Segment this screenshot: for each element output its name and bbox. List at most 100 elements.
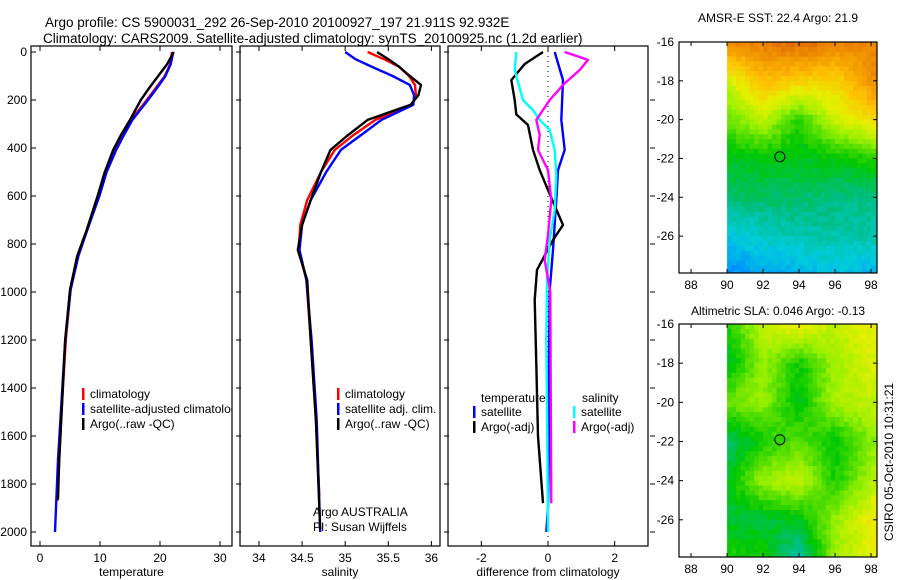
legend-label: satellite — [581, 405, 622, 419]
map-y-tick-label: -26 — [657, 513, 675, 527]
legend-swatch — [337, 418, 340, 430]
legend-label: Argo(..raw -QC) — [345, 417, 430, 431]
annotation-argo-australia: Argo AUSTRALIA — [313, 505, 408, 519]
x-tick-label: -2 — [476, 551, 487, 565]
map-x-tick-label: 90 — [720, 278, 734, 292]
legend-label: climatology — [90, 387, 150, 401]
y-tick-label: 400 — [7, 141, 27, 155]
map-y-tick-label: -24 — [657, 190, 675, 204]
map-x-tick-label: 96 — [828, 278, 842, 292]
legend-title-salinity: salinity — [582, 391, 619, 405]
legend-swatch — [337, 388, 340, 400]
x-tick-label: 34.5 — [290, 551, 314, 565]
map-x-tick-label: 96 — [828, 562, 842, 576]
map-x-tick-label: 98 — [864, 278, 878, 292]
legend-label: Argo(-adj) — [481, 420, 534, 434]
map-y-tick-label: -22 — [657, 151, 675, 165]
series-line-salinity-satellite — [513, 51, 558, 533]
y-tick-label: 1400 — [0, 381, 27, 395]
sla-map: Altimetric SLA: 0.046 Argo: -0.13 88 90 92 9… — [657, 304, 878, 576]
x-tick-label: 30 — [213, 551, 227, 565]
heatmap-cells — [727, 42, 877, 273]
map-x-tick-label: 88 — [684, 562, 698, 576]
map-x-tick-label: 98 — [864, 562, 878, 576]
legend-label: climatology — [345, 387, 405, 401]
annotation-pi: PI: Susan Wijffels — [313, 520, 407, 534]
legend-swatch — [573, 406, 576, 418]
map-title: Altimetric SLA: 0.046 Argo: -0.13 — [691, 304, 865, 318]
map-x-tick-label: 92 — [756, 562, 770, 576]
plot-frame — [239, 45, 441, 547]
y-tick-label: 1800 — [0, 477, 27, 491]
y-tick-label: 2000 — [0, 525, 27, 539]
legend-label: Argo(..raw -QC) — [90, 417, 175, 431]
x-tick-label: 36 — [425, 551, 439, 565]
series-line-argo-raw-qc- — [56, 51, 175, 500]
legend-swatch — [82, 418, 85, 430]
legend-swatch — [473, 421, 476, 433]
map-x-tick-label: 88 — [684, 278, 698, 292]
map-x-tick-label: 90 — [720, 562, 734, 576]
plot-frame — [30, 45, 233, 547]
y-tick-label: 1000 — [0, 285, 27, 299]
legend-swatch — [473, 406, 476, 418]
map-x-tick-label: 94 — [792, 278, 806, 292]
series-line-salinity-argo-adj- — [535, 50, 590, 504]
map-frame — [678, 41, 878, 274]
map-y-tick-label: -18 — [657, 356, 675, 370]
x-tick-label: 0 — [37, 551, 44, 565]
legend-swatch — [573, 421, 576, 433]
legend-label: Argo(-adj) — [581, 420, 634, 434]
temperature-profile: 0 10 20 30 temperature 0 200 400 600 800 1000 1200 1… — [0, 45, 243, 579]
figure-title-line1: Argo profile: CS 5900031_292 26-Sep-2010… — [45, 15, 509, 30]
map-y-tick-label: -18 — [657, 74, 675, 88]
x-tick-label: 35 — [338, 551, 352, 565]
x-tick-label: 20 — [153, 551, 167, 565]
map-y-tick-label: -22 — [657, 434, 675, 448]
map-y-tick-label: -20 — [657, 113, 675, 127]
map-y-tick-label: -24 — [657, 474, 675, 488]
series-line-argo-raw-qc- — [296, 50, 423, 530]
heatmap-cells — [727, 324, 877, 557]
x-tick-label: 0 — [545, 551, 552, 565]
argo-float-marker — [774, 151, 786, 163]
legend-swatch — [82, 388, 85, 400]
map-y-tick-label: -26 — [657, 229, 675, 243]
map-title: AMSR-E SST: 22.4 Argo: 21.9 — [698, 11, 858, 25]
map-y-tick-label: -16 — [657, 35, 675, 49]
legend-label: satellite — [481, 405, 522, 419]
series-line-temperature-argo-adj- — [510, 50, 565, 504]
y-tick-label: 1600 — [0, 429, 27, 443]
sst-map: AMSR-E SST: 22.4 Argo: 21.9 88 90 92 94 96 98 -… — [657, 11, 878, 292]
x-tick-label: 10 — [93, 551, 107, 565]
x-tick-label: 35.5 — [377, 551, 401, 565]
map-y-tick-label: -20 — [657, 395, 675, 409]
x-tick-label: 2 — [611, 551, 618, 565]
legend-title-temperature: temperature — [481, 391, 546, 405]
side-stamp: CSIRO 05-Oct-2010 10:31:21 — [882, 383, 896, 541]
x-tick-label: 34 — [252, 551, 266, 565]
map-x-tick-label: 94 — [792, 562, 806, 576]
y-tick-label: 600 — [7, 189, 27, 203]
legend-label: satellite adj. clim. — [345, 402, 436, 416]
salinity-profile: 34 34.5 35 35.5 36 salinity climatologysatelli… — [236, 45, 441, 579]
x-axis-label: salinity — [322, 565, 359, 579]
legend-swatch — [337, 403, 340, 415]
x-axis-label: temperature — [99, 565, 164, 579]
map-frame — [678, 323, 878, 558]
y-tick-label: 1200 — [0, 333, 27, 347]
y-tick-label: 0 — [20, 45, 27, 59]
y-tick-label: 800 — [7, 237, 27, 251]
x-axis-label: difference from climatology — [476, 565, 619, 579]
legend-swatch — [82, 403, 85, 415]
legend-label: satellite-adjusted climatology — [90, 402, 243, 416]
legend: temperature salinitysatelliteArgo(-adj)sa… — [473, 391, 634, 434]
argo-float-marker — [774, 434, 786, 446]
y-tick-label: 200 — [7, 93, 27, 107]
map-y-tick-label: -16 — [657, 317, 675, 331]
figure-title-line2: Climatology: CARS2009. Satellite-adjuste… — [43, 31, 583, 46]
